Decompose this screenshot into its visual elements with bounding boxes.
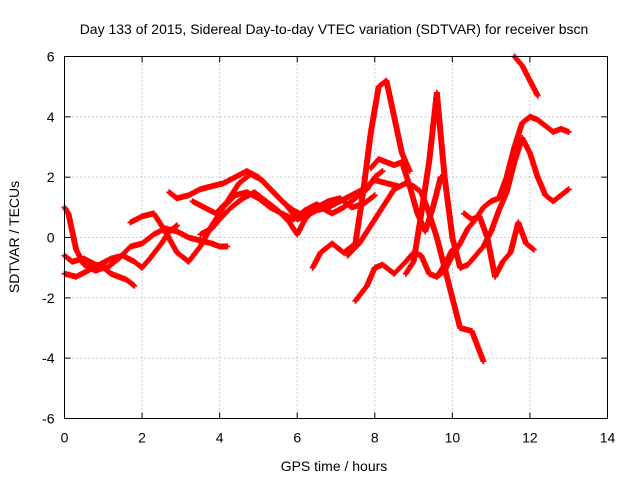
y-tick-label: 6 bbox=[47, 49, 55, 65]
ticks bbox=[64, 56, 608, 419]
x-tick-label: 10 bbox=[445, 430, 461, 446]
series-markers bbox=[433, 113, 572, 280]
y-tick-label: 0 bbox=[47, 230, 55, 246]
y-tick-label: -6 bbox=[42, 411, 55, 427]
chart-title: Day 133 of 2015, Sidereal Day-to-day VTE… bbox=[80, 21, 589, 37]
x-tick-label: 2 bbox=[138, 430, 146, 446]
series-layer bbox=[61, 53, 572, 365]
x-tick-label: 0 bbox=[61, 430, 69, 446]
series-markers bbox=[511, 53, 541, 99]
y-tick-label: -2 bbox=[42, 290, 55, 306]
x-tick-label: 4 bbox=[216, 430, 224, 446]
series-track-m bbox=[433, 113, 572, 280]
y-tick-label: 2 bbox=[47, 169, 55, 185]
x-axis-label: GPS time / hours bbox=[281, 458, 388, 474]
series-track-k bbox=[367, 156, 444, 235]
series-track-n bbox=[461, 210, 537, 280]
x-tick-label: 14 bbox=[600, 430, 616, 446]
y-tick-label: -4 bbox=[42, 350, 55, 366]
y-axis-label: SDTVAR / TECUs bbox=[6, 181, 22, 293]
series-markers bbox=[309, 77, 413, 271]
x-tick-label: 8 bbox=[371, 430, 379, 446]
y-tick-label: 4 bbox=[47, 109, 55, 125]
series-markers bbox=[367, 156, 444, 235]
x-tick-label: 12 bbox=[522, 430, 538, 446]
series-markers bbox=[197, 189, 378, 238]
x-tick-label: 6 bbox=[293, 430, 301, 446]
series-track-h bbox=[309, 77, 413, 271]
series-markers bbox=[461, 210, 537, 280]
series-track-o bbox=[511, 53, 541, 99]
tick-labels: 0 2 4 6 8 10 12 14 -6 -4 -2 0 2 4 6 bbox=[42, 49, 615, 446]
series-track-g bbox=[197, 189, 378, 238]
